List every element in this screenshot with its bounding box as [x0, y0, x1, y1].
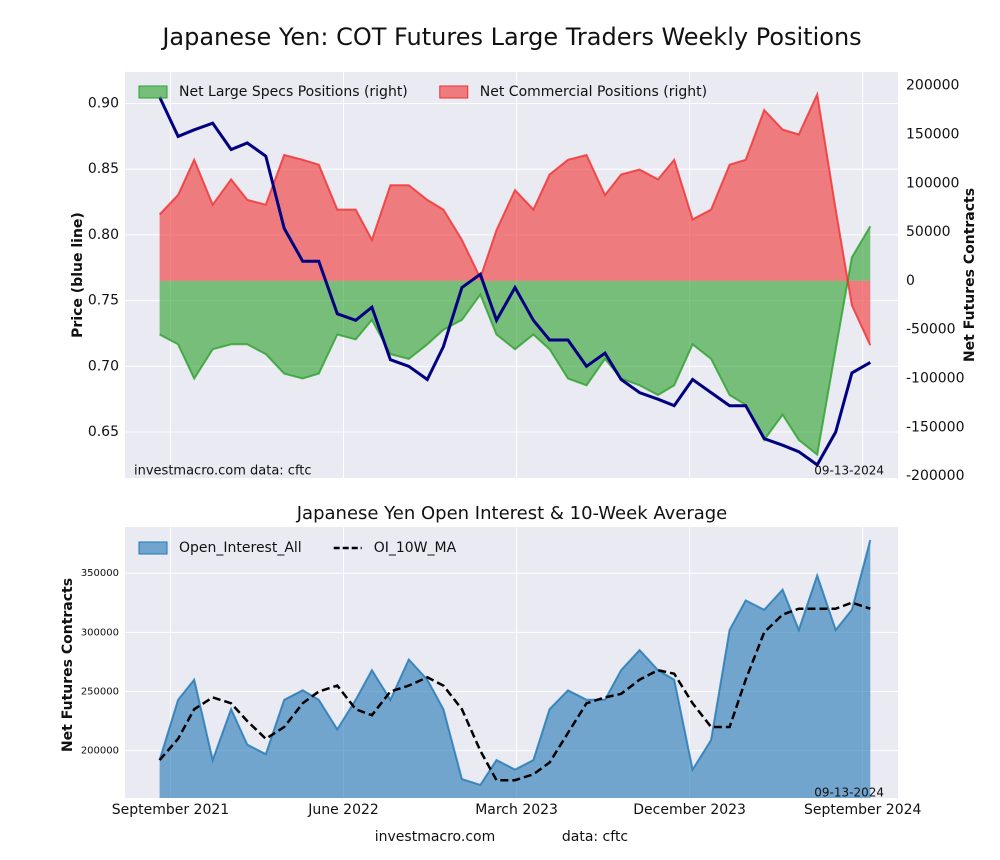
legend-swatch: [138, 541, 168, 555]
y2-tick-label: -150000: [906, 419, 965, 435]
y-tick-label: 0.85: [88, 161, 119, 177]
area: [159, 226, 871, 455]
chart-title: Japanese Yen Open Interest & 10-Week Ave…: [296, 503, 728, 524]
legend-label: Net Commercial Positions (right): [480, 84, 707, 100]
area: [159, 94, 871, 346]
line: [158, 96, 872, 468]
top-panel: 0.65 0.70 0.75 0.80 0.85 0.90 -200000 -150000 -1…: [88, 72, 965, 484]
y2-tick-label: 200000: [906, 78, 959, 94]
area: [159, 540, 871, 798]
x-tick-label: March 2023: [475, 802, 558, 818]
y2-tick-label: 0: [906, 273, 915, 289]
annotation: data: cftc: [562, 829, 628, 845]
legend-swatch: [439, 85, 469, 99]
y-tick-label: 300000: [81, 627, 119, 638]
legend-swatch: [138, 85, 168, 99]
y-tick-label: 0.65: [88, 424, 119, 440]
annotation: investmacro.com: [375, 829, 495, 845]
x-tick-label: December 2023: [633, 802, 746, 818]
y2-tick-label: 50000: [906, 224, 951, 240]
y-tick-label: 0.75: [88, 293, 119, 309]
annotation: investmacro.com data: cftc: [134, 464, 312, 479]
y-tick-label: 200000: [81, 746, 119, 757]
y2-axis-label: Net Futures Contracts: [962, 188, 978, 362]
legend-label: OI_10W_MA: [374, 540, 457, 556]
legend-label: Net Large Specs Positions (right): [179, 84, 408, 100]
y2-tick-label: -50000: [906, 322, 956, 338]
area-edge: [158, 90, 872, 346]
y-tick-label: 0.80: [88, 227, 119, 243]
y2-tick-label: -100000: [906, 370, 965, 386]
y-axis-label: Price (blue line): [70, 212, 86, 338]
annotation: 09-13-2024: [814, 464, 884, 478]
y2-tick-label: 100000: [906, 175, 959, 191]
legend-label: Open_Interest_All: [179, 540, 302, 556]
y-axis-label: Net Futures Contracts: [60, 578, 76, 752]
area-edge: [158, 539, 872, 787]
y-tick-label: 0.70: [88, 358, 119, 374]
y-tick-label: 350000: [81, 568, 119, 579]
line: [158, 601, 871, 782]
x-tick-label: June 2022: [307, 802, 379, 818]
annotation: 09-13-2024: [814, 786, 884, 800]
y-tick-label: 0.90: [88, 96, 119, 112]
y2-tick-label: 150000: [906, 126, 959, 142]
x-tick-label: September 2021: [112, 802, 229, 818]
x-tick-label: September 2024: [804, 802, 922, 818]
bottom-panel: September 2021 June 2022 March 2023 Decembe…: [81, 527, 922, 818]
y-tick-label: 250000: [81, 686, 119, 697]
plot-layer: [158, 539, 872, 798]
plot-layer: [158, 90, 872, 468]
y2-tick-label: -200000: [906, 468, 965, 484]
chart-title: Japanese Yen: COT Futures Large Traders …: [160, 23, 861, 51]
